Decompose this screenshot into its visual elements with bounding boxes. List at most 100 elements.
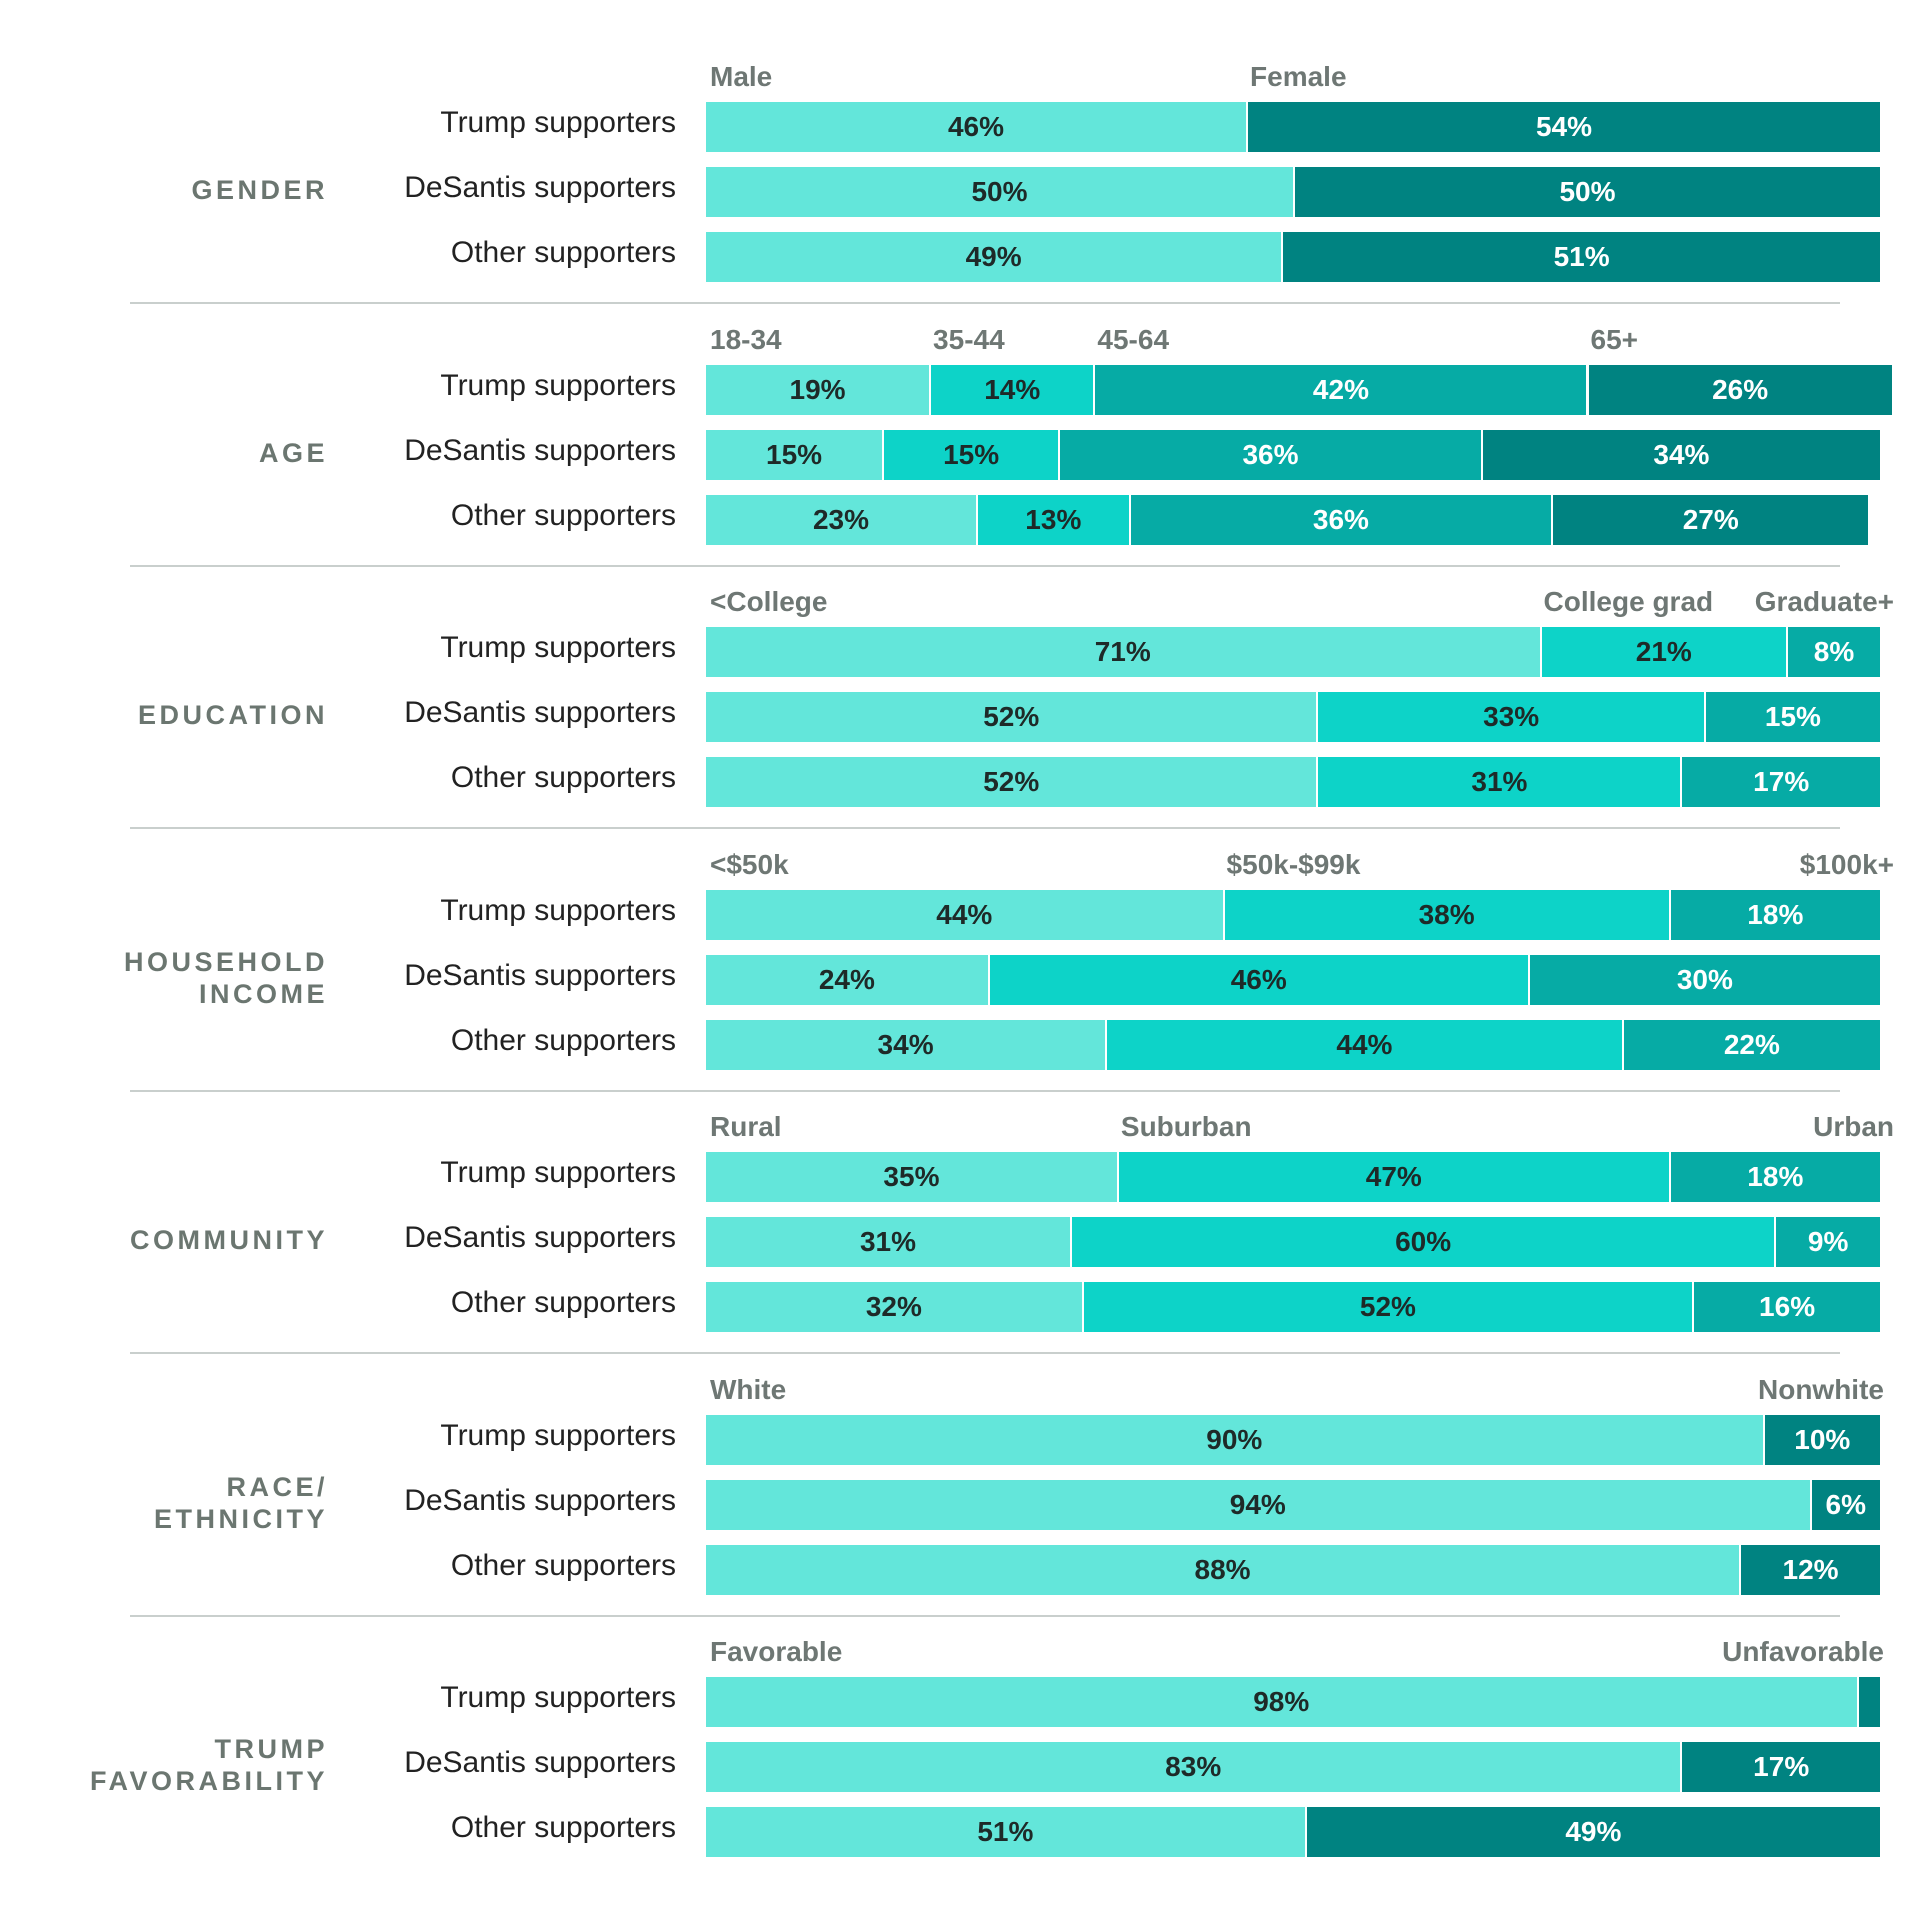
data-label: 83%: [1165, 1751, 1222, 1782]
bar-segment: 54%: [1246, 102, 1880, 152]
data-label: 50%: [971, 176, 1028, 207]
bar-segment: 32%: [706, 1282, 1082, 1332]
data-label: 23%: [812, 503, 870, 535]
bar-segment: 38%: [1222, 889, 1669, 940]
bar-segment: 21%: [1539, 627, 1787, 677]
category-label: 18-34: [710, 323, 782, 355]
data-label: 46%: [947, 111, 1005, 142]
section-label: COMMUNITY: [130, 1225, 328, 1255]
bar-segment: 35%: [706, 1152, 1117, 1202]
bar-row: 52% 33% 15%: [706, 692, 1880, 742]
data-label: 50%: [1559, 176, 1616, 207]
bar-segment: 17%: [1680, 757, 1880, 807]
data-label: 17%: [1753, 766, 1810, 797]
bar-segment: 71%: [706, 627, 1540, 677]
bar-segment: 31%: [706, 1217, 1070, 1267]
category-label: Suburban: [1120, 1111, 1252, 1142]
data-label: 52%: [983, 701, 1040, 732]
row-label: Other supporters: [450, 1023, 676, 1057]
data-label: 51%: [977, 1816, 1034, 1847]
bar-segment: 33%: [1316, 692, 1704, 742]
data-label: 35%: [883, 1161, 940, 1192]
bar-segment: 16%: [1692, 1282, 1880, 1332]
category-label: Unfavorable: [1722, 1636, 1884, 1667]
data-label: 12%: [1782, 1553, 1839, 1585]
category-label: Nonwhite: [1758, 1373, 1884, 1405]
section-label: AGE: [258, 437, 328, 468]
data-label: 38%: [1418, 898, 1475, 930]
bar-segment: 52%: [1081, 1282, 1693, 1332]
data-label: 36%: [1312, 503, 1369, 535]
data-label: 51%: [1553, 241, 1610, 272]
bar-segment: 15%: [706, 429, 883, 480]
bar-segment: 26%: [1586, 364, 1892, 415]
bar-row: 32% 52% 16%: [706, 1282, 1880, 1332]
category-label: College grad: [1543, 586, 1714, 617]
category-label: Female: [1250, 61, 1347, 92]
data-label: 94%: [1229, 1488, 1286, 1520]
data-label: 71%: [1094, 636, 1151, 667]
row-label: DeSantis supporters: [404, 171, 676, 204]
section-divider: [130, 302, 1840, 304]
row-label: Other supporters: [450, 236, 676, 269]
bar-row: 52% 31% 17%: [706, 757, 1880, 807]
data-label: 32%: [865, 1291, 922, 1322]
data-label: 27%: [1682, 503, 1739, 535]
data-label: 33%: [1483, 701, 1540, 732]
data-label: 26%: [1712, 373, 1769, 405]
bar-segment: 51%: [1281, 232, 1880, 282]
data-label: 17%: [1753, 1751, 1810, 1782]
category-label: <$50k: [710, 848, 789, 880]
bar-segment: 60%: [1069, 1217, 1775, 1267]
bar-segment: 46%: [706, 102, 1247, 152]
data-label: 46%: [1230, 963, 1287, 995]
bar-segment: 17%: [1680, 1742, 1880, 1792]
row-label: Trump supporters: [440, 368, 676, 402]
bar-segment: 44%: [706, 889, 1223, 940]
bar-row: 35% 47% 18%: [706, 1152, 1880, 1202]
bar-segment: 19%: [706, 364, 930, 415]
bar-segment: 22%: [1621, 1019, 1880, 1070]
bar-segment: 98%: [706, 1677, 1857, 1727]
category-label: Rural: [710, 1111, 782, 1142]
data-label: 15%: [766, 438, 823, 470]
bar-row: 50% 50%: [706, 167, 1880, 217]
bar-row: 83% 17%: [706, 1742, 1880, 1792]
bar-row: 88% 12%: [706, 1544, 1880, 1595]
data-label: 16%: [1759, 1291, 1816, 1322]
bar-row: 23% 13% 36% 27%: [706, 494, 1880, 545]
bar-segment: 49%: [1304, 1807, 1880, 1857]
bar-segment: 90%: [706, 1414, 1763, 1465]
section-label: HOUSEHOLD INCOME: [123, 946, 328, 1009]
row-label: DeSantis supporters: [404, 433, 676, 467]
data-label: 52%: [983, 766, 1040, 797]
bar-segment: 12%: [1739, 1544, 1880, 1595]
bar-segment: 31%: [1316, 757, 1681, 807]
data-label: 42%: [1312, 373, 1369, 405]
row-label: DeSantis supporters: [404, 1221, 676, 1254]
category-label: $100k+: [1799, 848, 1894, 880]
row-label: DeSantis supporters: [404, 958, 676, 992]
section-divider: [130, 1352, 1840, 1354]
bar-segment: 47%: [1116, 1152, 1669, 1202]
row-label: Trump supporters: [440, 106, 676, 139]
row-label: Trump supporters: [440, 631, 676, 664]
bar-row: 34% 44% 22%: [706, 1019, 1880, 1070]
bar-row: 15% 15% 36% 34%: [706, 429, 1880, 480]
section-divider: [130, 827, 1840, 829]
category-label: Urban: [1813, 1111, 1894, 1142]
row-label: Other supporters: [450, 498, 676, 532]
bar-segment: 52%: [706, 692, 1317, 742]
data-label: 31%: [859, 1226, 916, 1257]
data-label: 49%: [965, 241, 1022, 272]
data-label: 21%: [1635, 636, 1692, 667]
bar-segment: 8%: [1786, 627, 1880, 677]
row-label: Other supporters: [450, 1286, 676, 1319]
bar-row: 51% 49%: [706, 1807, 1880, 1857]
data-label: 44%: [1336, 1028, 1393, 1060]
data-label: 6%: [1825, 1488, 1866, 1520]
bar-segment: 83%: [706, 1742, 1681, 1792]
data-label: 31%: [1471, 766, 1528, 797]
row-label: Trump supporters: [440, 1681, 676, 1714]
section-divider: [130, 1614, 1840, 1617]
